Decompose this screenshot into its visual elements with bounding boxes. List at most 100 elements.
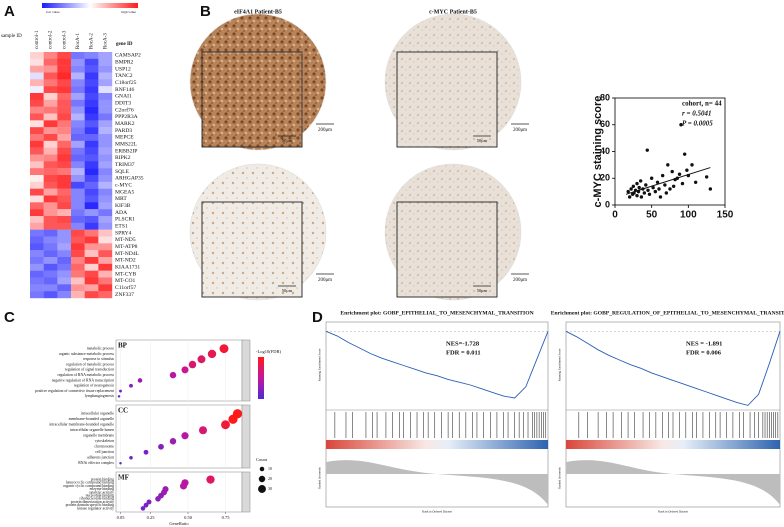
heat-cell <box>98 222 113 230</box>
heat-cell <box>84 284 99 292</box>
gene-label: KIF3B <box>115 203 131 209</box>
term-label: regulation of signal transduction <box>65 368 114 372</box>
point <box>627 195 632 199</box>
term-label: response to stimulus <box>83 357 115 361</box>
heat-cell <box>84 147 99 155</box>
heat-cell <box>57 175 72 183</box>
dot <box>137 378 143 383</box>
dot <box>117 395 121 398</box>
heat-cell <box>84 250 99 258</box>
scale-outer: 200μm <box>318 278 332 283</box>
heat-cell <box>84 168 99 176</box>
heat-cell <box>71 263 85 271</box>
heat-cell <box>71 154 85 162</box>
point <box>663 183 667 187</box>
dot <box>206 475 215 484</box>
dot <box>143 449 149 455</box>
heat-cell <box>84 113 99 121</box>
heat-cell <box>98 86 113 94</box>
panel-label: A <box>4 3 15 20</box>
heat-cell <box>71 284 85 292</box>
heat-cell <box>98 250 113 258</box>
gene-label: BMPR2 <box>115 60 134 66</box>
heat-cell <box>30 65 44 73</box>
heat-cell <box>84 52 99 60</box>
heat-cell <box>30 188 44 196</box>
heat-cell <box>98 154 113 162</box>
heat-cell <box>71 65 85 73</box>
heat-cell <box>30 120 44 128</box>
point <box>631 184 636 188</box>
gene-label: RIPK2 <box>115 155 131 161</box>
heat-cell <box>71 175 85 183</box>
gene-label: PARD3 <box>115 128 132 134</box>
gene-label: RNF146 <box>115 87 134 93</box>
heat-cell <box>71 222 85 230</box>
point <box>704 175 709 179</box>
zoom-inset <box>396 51 498 148</box>
dot <box>197 355 206 364</box>
annotation: cohort, n= 44 <box>682 100 722 108</box>
heat-cell <box>43 72 58 80</box>
heat-cell <box>98 291 113 299</box>
facet-strip <box>241 404 251 469</box>
heat-cell <box>98 147 113 155</box>
heat-cell <box>71 236 85 244</box>
dot <box>140 506 146 511</box>
heat-cell <box>43 147 58 155</box>
heat-cell <box>30 79 44 87</box>
dot <box>129 455 133 460</box>
column-label: RocA-3 <box>103 33 108 49</box>
heat-cell <box>57 99 72 107</box>
x-tick-label: 0.05 <box>117 515 126 520</box>
size-key <box>259 466 265 472</box>
heat-cell <box>30 181 44 189</box>
point <box>671 184 676 188</box>
heat-cell <box>98 229 113 237</box>
heat-cell <box>84 106 99 114</box>
point <box>708 187 713 191</box>
heat-cell <box>57 270 72 278</box>
heat-cell <box>71 72 85 80</box>
heat-cell <box>43 270 58 278</box>
point <box>658 195 663 199</box>
heat-cell <box>98 52 113 60</box>
point <box>693 180 698 184</box>
heat-cell <box>84 86 99 94</box>
heat-cell <box>43 263 58 271</box>
heat-cell <box>57 257 72 265</box>
y-title: Running Enrichment Score <box>558 348 562 381</box>
heat-cell <box>43 284 58 292</box>
dot <box>129 383 133 388</box>
facet-label: MF <box>118 474 129 482</box>
y-title: Running Enrichment Score <box>318 348 322 381</box>
gene-label: MT-ND5 <box>115 237 136 243</box>
heat-cell <box>30 209 44 217</box>
heat-cell <box>71 216 85 224</box>
heat-cell <box>30 99 44 107</box>
dot <box>119 389 122 393</box>
heat-cell <box>71 161 85 169</box>
heat-cell <box>57 188 72 196</box>
heat-cell <box>84 236 99 244</box>
heat-cell <box>71 140 85 148</box>
term-label: protein domain specific binding <box>66 503 115 507</box>
heat-cell <box>98 243 113 251</box>
heat-cell <box>84 161 99 169</box>
gene-label: MEPCE <box>115 135 134 141</box>
image-title: eIF4A1 Patient-B5 <box>234 9 282 15</box>
x-title: Rank in Ordered Dataset <box>658 510 688 514</box>
heat-cell <box>98 134 113 142</box>
heat-cell <box>43 79 58 87</box>
enrichment-curve <box>325 330 549 399</box>
point <box>629 187 633 191</box>
facet-strip <box>241 471 251 513</box>
heat-cell <box>98 161 113 169</box>
heat-cell <box>71 181 85 189</box>
dot <box>169 438 177 445</box>
heat-cell <box>98 188 113 196</box>
point <box>645 148 649 152</box>
gene-label: SPRY4 <box>115 230 132 236</box>
heat-cell <box>57 284 72 292</box>
heat-cell <box>57 236 72 244</box>
